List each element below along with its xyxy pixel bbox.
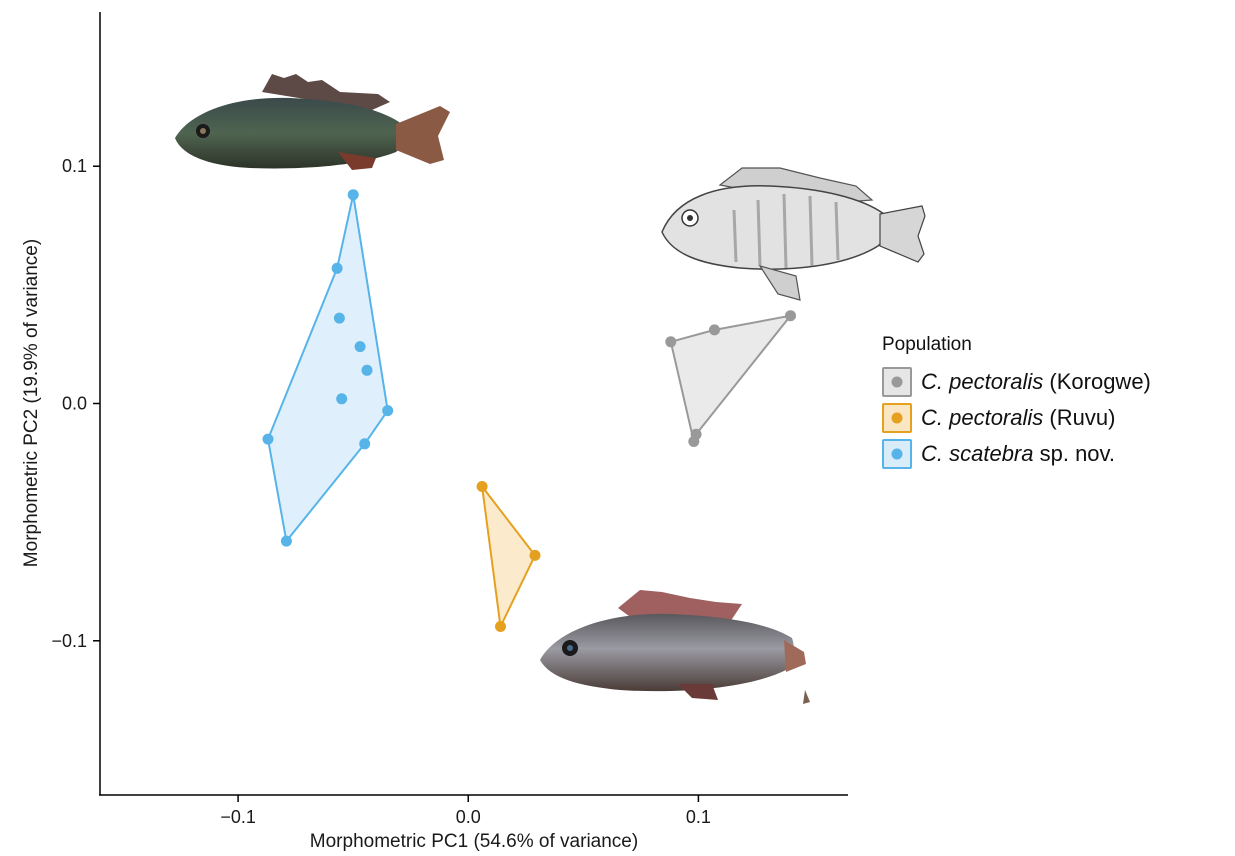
fish-photo-pectoralis-ruvu [540, 590, 810, 704]
y-tick-label: 0.1 [62, 156, 87, 176]
point-layer [262, 189, 796, 632]
legend-suffix-scatebra: sp. nov. [1033, 441, 1116, 466]
fish-photo-scatebra [175, 74, 450, 170]
legend-item-ruvu: C. pectoralis (Ruvu) [882, 400, 1151, 436]
y-axis-title: Morphometric PC2 (19.9% of variance) [21, 239, 42, 567]
fish-drawing-pectoralis-korogwe [661, 167, 926, 301]
legend-key-ruvu [882, 403, 912, 433]
point-scatebra-2 [333, 312, 345, 324]
point-korogwe-1 [709, 324, 720, 336]
point-scatebra-3 [354, 341, 366, 353]
point-ruvu-2 [495, 621, 506, 632]
legend-suffix-ruvu: (Ruvu) [1043, 405, 1116, 430]
point-scatebra-8 [262, 433, 274, 445]
point-korogwe-4 [688, 436, 700, 447]
legend-key-scatebra [882, 439, 912, 469]
x-tick-label: 0.0 [456, 807, 481, 827]
legend-title: Population [882, 334, 972, 355]
legend-species-korogwe: C. pectoralis [921, 369, 1044, 394]
x-tick-label: 0.1 [686, 807, 711, 827]
legend-suffix-korogwe: (Korogwe) [1043, 369, 1151, 394]
hull-korogwe [669, 314, 792, 443]
point-scatebra-9 [280, 535, 292, 547]
y-tick-label: −0.1 [51, 631, 87, 651]
point-scatebra-0 [347, 189, 359, 201]
point-scatebra-5 [336, 393, 348, 405]
legend-species-ruvu: C. pectoralis [921, 405, 1044, 430]
legend-species-scatebra: C. scatebra [921, 441, 1034, 466]
point-scatebra-6 [382, 405, 394, 417]
point-korogwe-2 [785, 310, 796, 322]
point-korogwe-0 [665, 336, 677, 348]
point-scatebra-1 [331, 262, 343, 274]
point-scatebra-7 [359, 438, 371, 450]
x-axis-title: Morphometric PC1 (54.6% of variance) [310, 831, 638, 852]
legend: Population C. pectoralis (Korogwe) C. pe… [882, 334, 1151, 472]
point-scatebra-4 [361, 364, 373, 376]
legend-key-korogwe [882, 367, 912, 397]
hull-ruvu [481, 485, 536, 628]
tick-layer: −0.1 0.0 0.1 −0.1 0.0 0.1 [51, 156, 710, 827]
x-tick-label: −0.1 [220, 807, 256, 827]
y-tick-label: 0.0 [62, 394, 87, 414]
legend-item-korogwe: C. pectoralis (Korogwe) [882, 364, 1151, 400]
legend-item-scatebra: C. scatebra sp. nov. [882, 436, 1151, 472]
point-ruvu-1 [529, 549, 541, 561]
point-ruvu-0 [476, 481, 488, 492]
